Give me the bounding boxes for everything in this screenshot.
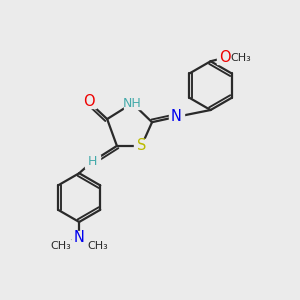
Text: O: O bbox=[83, 94, 94, 109]
Bar bbox=[72, 231, 87, 244]
Bar bbox=[230, 52, 251, 63]
Text: NH: NH bbox=[123, 97, 142, 110]
Bar bbox=[134, 139, 149, 152]
Text: S: S bbox=[137, 138, 146, 153]
Text: N: N bbox=[74, 230, 85, 245]
Bar bbox=[88, 240, 108, 251]
Bar bbox=[169, 110, 184, 123]
Text: CH₃: CH₃ bbox=[87, 241, 108, 251]
Text: O: O bbox=[219, 50, 231, 65]
Text: CH₃: CH₃ bbox=[230, 53, 251, 63]
Bar bbox=[124, 98, 141, 109]
Bar bbox=[81, 95, 96, 108]
Text: N: N bbox=[171, 109, 182, 124]
Bar bbox=[218, 51, 232, 64]
Text: H: H bbox=[88, 155, 97, 168]
Text: CH₃: CH₃ bbox=[50, 241, 71, 251]
Bar bbox=[85, 155, 100, 168]
Bar bbox=[51, 240, 71, 251]
